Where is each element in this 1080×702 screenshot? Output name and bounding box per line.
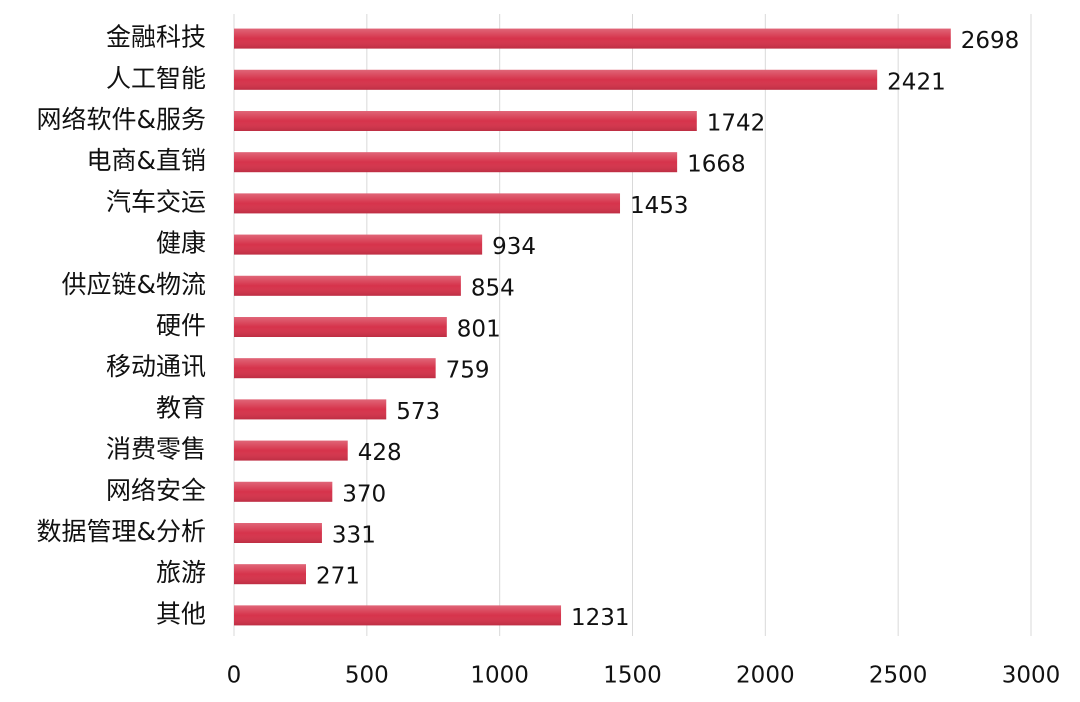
y-tick-label: 健康	[156, 229, 206, 258]
value-label: 1231	[571, 605, 630, 631]
bar	[234, 69, 878, 90]
x-tick-label: 1500	[603, 663, 662, 689]
y-tick-label: 人工智能	[106, 64, 206, 93]
value-label: 2698	[961, 28, 1020, 54]
value-label: 1668	[687, 152, 746, 178]
y-tick-label: 供应链&物流	[62, 270, 207, 299]
y-tick-label: 汽车交运	[106, 187, 206, 216]
bar	[234, 523, 322, 543]
y-tick-label: 网络软件&服务	[37, 105, 207, 134]
x-tick-label: 1000	[470, 663, 529, 689]
y-tick-label: 移动通讯	[106, 352, 206, 381]
value-label: 801	[457, 317, 501, 343]
y-tick-label: 数据管理&分析	[37, 517, 207, 546]
bar	[234, 399, 387, 420]
bar	[234, 564, 306, 585]
y-tick-label: 其他	[156, 599, 206, 628]
y-tick-label: 网络安全	[106, 476, 206, 505]
value-label: 2421	[887, 69, 946, 95]
bar	[234, 440, 348, 461]
bar	[234, 28, 951, 49]
x-tick-label: 3000	[1002, 663, 1061, 689]
bar	[234, 358, 436, 379]
value-label: 370	[342, 481, 386, 507]
y-tick-label: 金融科技	[106, 23, 206, 52]
x-tick-label: 2500	[869, 663, 928, 689]
y-tick-label: 电商&直销	[87, 146, 207, 175]
bar	[234, 193, 621, 214]
x-tick-label: 500	[345, 663, 389, 689]
bar	[234, 152, 678, 173]
value-label: 271	[316, 564, 360, 590]
bar	[234, 111, 697, 131]
bar	[234, 275, 461, 296]
value-label: 331	[332, 523, 376, 549]
value-label: 934	[492, 234, 536, 260]
value-label: 1742	[707, 111, 766, 137]
bar	[234, 234, 483, 255]
bar	[234, 481, 333, 502]
value-label: 428	[358, 440, 402, 466]
value-label: 1453	[630, 193, 689, 219]
x-tick-label: 0	[227, 663, 242, 689]
y-tick-label: 教育	[156, 393, 206, 422]
y-tick-label: 旅游	[156, 558, 206, 587]
value-label: 854	[471, 275, 515, 301]
value-label: 573	[396, 399, 440, 425]
bar	[234, 317, 447, 337]
bar	[234, 605, 562, 626]
y-tick-label: 硬件	[156, 311, 206, 340]
y-tick-label: 消费零售	[106, 435, 206, 464]
value-label: 759	[446, 358, 490, 384]
x-tick-label: 2000	[736, 663, 795, 689]
